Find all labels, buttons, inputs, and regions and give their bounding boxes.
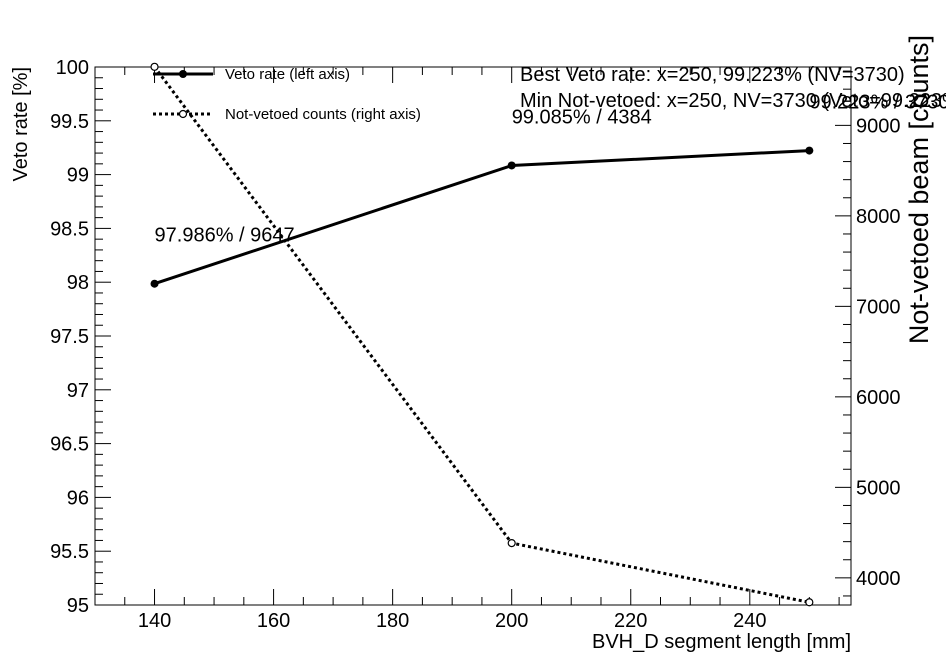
- x-axis-title: BVH_D segment length [mm]: [592, 631, 851, 653]
- x-tick-label: 200: [495, 610, 528, 632]
- y-tick-label: 97.5: [50, 326, 89, 348]
- y-tick-label: 97: [67, 380, 89, 402]
- legend: Veto rate (left axis) Not-vetoed counts …: [153, 66, 421, 123]
- axis-ticks: [94, 66, 851, 606]
- labels-layer: 140 160 180 200 220 240 95 95.5 96 96.5 97 97.5 98 98…: [50, 57, 946, 632]
- legend-label-not-vetoed: Not-vetoed counts (right axis): [225, 106, 421, 123]
- y2-tick-label: 8000: [856, 206, 901, 228]
- y2-tick-label: 6000: [856, 387, 901, 409]
- series-layer: [150, 62, 814, 607]
- series-point-1: [805, 598, 814, 607]
- y-tick-label: 100: [56, 57, 89, 79]
- legend-marker-veto-rate: [179, 70, 187, 78]
- y2-tick-label: 7000: [856, 296, 901, 318]
- y-tick-label: 99: [67, 165, 89, 187]
- y2-tick-label: 5000: [856, 477, 901, 499]
- point-label: 99.085% / 4384: [512, 106, 652, 128]
- y-tick-label: 98.5: [50, 218, 89, 240]
- legend-label-veto-rate: Veto rate (left axis): [225, 66, 350, 83]
- series-point-0: [507, 161, 516, 170]
- y-tick-label: 95: [67, 595, 89, 617]
- series-point-0: [805, 146, 814, 155]
- series-point-1: [507, 539, 516, 548]
- y-axis-title: Veto rate [%]: [10, 67, 32, 182]
- annotation-best-veto: Best Veto rate: x=250, 99.223% (NV=3730): [520, 64, 905, 86]
- y-tick-label: 96: [67, 487, 89, 509]
- x-tick-label: 160: [257, 610, 290, 632]
- y-tick-label: 96.5: [50, 434, 89, 456]
- series-point-0: [150, 279, 159, 288]
- series-line-0: [154, 149, 810, 286]
- x-tick-label: 180: [376, 610, 409, 632]
- x-tick-label: 240: [733, 610, 766, 632]
- legend-marker-not-vetoed: [178, 109, 188, 119]
- y2-tick-label: 9000: [856, 115, 901, 137]
- y2-tick-label: 4000: [856, 568, 901, 590]
- point-label: 99.223% / 3730: [809, 92, 946, 114]
- x-tick-label: 220: [614, 610, 647, 632]
- series-line-1: [153, 65, 810, 604]
- plot-frame: [94, 66, 852, 606]
- x-tick-label: 140: [138, 610, 171, 632]
- series-point-1: [150, 62, 159, 71]
- y-tick-label: 99.5: [50, 111, 89, 133]
- y-tick-label: 95.5: [50, 541, 89, 563]
- y-tick-label: 98: [67, 272, 89, 294]
- annotation-min-not-vetoed: Min Not-vetoed: x=250, NV=3730 (Veto=99.…: [520, 90, 946, 112]
- point-label: 97.986% / 9647: [155, 225, 295, 247]
- y2-axis-title: Not-vetoed beam [counts]: [904, 35, 934, 344]
